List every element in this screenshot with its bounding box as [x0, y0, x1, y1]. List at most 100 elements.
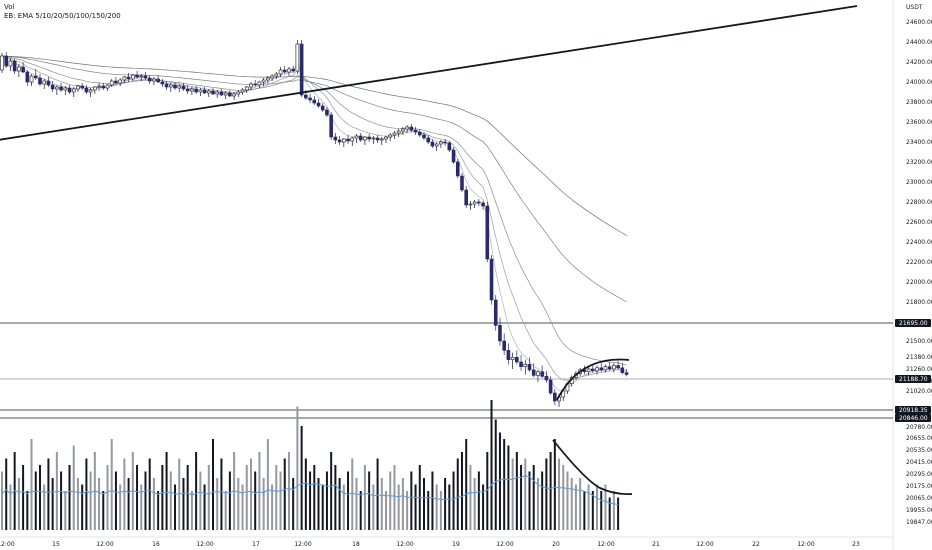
price-tick-label: 22400.00: [906, 239, 932, 246]
volume-bar: [583, 491, 586, 530]
price-tick-label: 24400.00: [906, 39, 932, 46]
time-tick-label: 18: [352, 541, 360, 548]
candle-body: [143, 75, 148, 79]
candle-body: [295, 43, 300, 72]
candle-body: [396, 130, 401, 134]
volume-bar: [292, 478, 295, 530]
candle-body: [502, 340, 506, 351]
candle-body: [489, 258, 494, 301]
candle-body: [67, 87, 72, 93]
volume-bar: [199, 471, 202, 530]
volume-bar: [325, 471, 328, 530]
price-tick-label: 22800.00: [906, 199, 932, 206]
volume-bar: [545, 458, 548, 530]
candle-body: [325, 109, 329, 116]
volume-bar: [317, 478, 320, 530]
candle-body: [477, 201, 481, 204]
price-tick-label: 20415.00: [906, 459, 932, 466]
volume-bar: [562, 465, 565, 530]
candle-body: [481, 202, 485, 207]
price-tick-label: 20175.00: [906, 483, 932, 490]
legend-ema-label: EB: EMA 5/10/20/50/100/150/200: [4, 12, 121, 20]
price-tick-label: 24600.00: [906, 19, 932, 26]
candle-body: [181, 85, 186, 90]
candle-body: [299, 43, 304, 96]
candle-body: [160, 81, 165, 85]
volume-bar: [114, 471, 117, 530]
candle-body: [76, 85, 80, 90]
candle-body: [240, 89, 245, 93]
candle-body: [139, 75, 144, 78]
ema-5-line: [1, 55, 627, 391]
price-arc-drawing[interactable]: [556, 358, 630, 401]
price-tick-label: 21020.00: [906, 388, 932, 395]
volume-bar: [30, 439, 33, 530]
candle-body: [363, 136, 367, 141]
volume-bar: [406, 491, 409, 530]
price-level-badge: [895, 414, 931, 422]
candle-body: [97, 85, 101, 88]
candle-body: [358, 135, 363, 141]
candle-body: [17, 66, 21, 72]
legend-vol-label: Vol: [4, 3, 15, 11]
volume-bar: [43, 484, 46, 530]
candle-body: [236, 91, 241, 95]
volume-bar: [47, 458, 50, 530]
candle-body: [274, 73, 279, 77]
price-tick-label: 20295.00: [906, 471, 932, 478]
volume-bar: [490, 400, 493, 530]
volume-bar: [216, 478, 219, 530]
volume-bar: [385, 491, 388, 530]
price-tick-label: 23800.00: [906, 99, 932, 106]
volume-bar: [165, 452, 168, 530]
volume-bar: [203, 484, 206, 530]
candle-body: [464, 189, 469, 206]
price-tick-label: 21380.00: [906, 354, 932, 361]
volume-bar: [498, 432, 501, 530]
candle-body: [586, 368, 591, 373]
volume-bar: [363, 465, 366, 530]
candle-body: [595, 367, 599, 372]
candle-body: [59, 86, 63, 91]
candle-body: [287, 68, 291, 73]
volume-bar: [241, 484, 244, 530]
ema-100-line: [1, 55, 627, 236]
candle-body: [409, 126, 414, 131]
price-tick-label: 24200.00: [906, 59, 932, 66]
volume-bar: [431, 471, 434, 530]
candle-body: [531, 369, 536, 376]
candle-body: [506, 350, 511, 360]
volume-bar: [486, 452, 489, 530]
volume-bar: [511, 458, 514, 530]
candle-body: [430, 141, 435, 147]
volume-bar: [452, 471, 455, 530]
volume-bar: [271, 484, 274, 530]
candle-body: [320, 105, 325, 111]
volume-bar: [186, 465, 189, 530]
candle-body: [354, 135, 359, 139]
volume-curve-drawing[interactable]: [552, 439, 633, 496]
candle-body: [371, 137, 376, 140]
price-tick-label: 19955.00: [906, 507, 932, 514]
volume-bar: [220, 458, 223, 530]
volume-bar: [596, 484, 599, 530]
candle-body: [270, 75, 274, 79]
candle-body: [468, 203, 473, 206]
candle-body: [388, 134, 393, 138]
volume-bar: [152, 478, 155, 530]
price-tick-label: 20535.00: [906, 447, 932, 454]
price-tick-label: 21800.00: [906, 299, 932, 306]
candle-body: [12, 60, 17, 72]
candle-body: [460, 175, 464, 191]
candle-body: [93, 86, 97, 91]
candle-body: [451, 149, 456, 163]
volume-bar: [482, 484, 485, 530]
volume-bar: [304, 458, 307, 530]
price-tick-label: 22600.00: [906, 219, 932, 226]
price-tick-label: 23600.00: [906, 119, 932, 126]
volume-bar: [262, 478, 265, 530]
trendline[interactable]: [0, 5, 858, 141]
candle-body: [156, 78, 160, 83]
candle-body: [493, 299, 498, 326]
